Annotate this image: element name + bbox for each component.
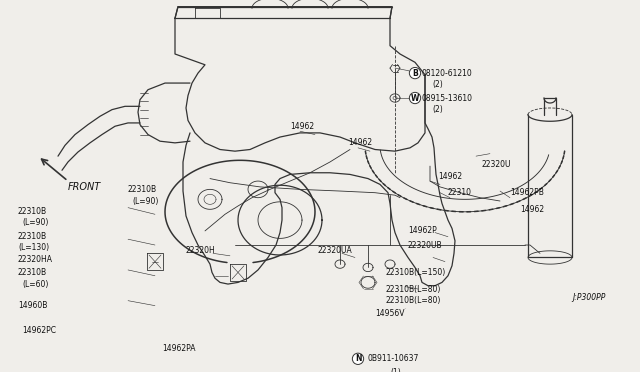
Text: 22310B: 22310B [18, 232, 47, 241]
Text: 22310B(L=150): 22310B(L=150) [385, 268, 445, 277]
Text: (L=130): (L=130) [18, 243, 49, 252]
Text: (2): (2) [432, 105, 443, 114]
Text: 14962: 14962 [348, 138, 372, 147]
Text: (2): (2) [432, 80, 443, 89]
Text: W: W [411, 93, 419, 103]
Text: 22320HA: 22320HA [18, 255, 53, 264]
Text: 14956V: 14956V [375, 310, 404, 318]
Text: 22310B: 22310B [127, 185, 156, 194]
Text: N: N [355, 354, 361, 363]
Text: 0B911-10637: 0B911-10637 [368, 354, 419, 363]
Text: (L=90): (L=90) [22, 218, 49, 227]
Text: 22310B(L=80): 22310B(L=80) [385, 285, 440, 294]
Text: 14962PC: 14962PC [22, 326, 56, 335]
Text: 22310: 22310 [448, 188, 472, 197]
Text: (1): (1) [390, 368, 401, 372]
Text: 22320H: 22320H [185, 246, 215, 255]
Text: 14962PB: 14962PB [510, 188, 544, 197]
Text: 14962P: 14962P [408, 227, 436, 235]
Text: 22310B: 22310B [18, 268, 47, 277]
Text: 14962: 14962 [290, 122, 314, 131]
Text: 22310B(L=80): 22310B(L=80) [385, 296, 440, 305]
Text: 22320UA: 22320UA [318, 246, 353, 255]
Text: 22320UB: 22320UB [408, 241, 443, 250]
Text: 22310B: 22310B [18, 207, 47, 216]
Text: (L=60): (L=60) [22, 280, 49, 289]
Text: 22320U: 22320U [482, 160, 511, 169]
Text: FRONT: FRONT [68, 182, 101, 192]
Text: 14960B: 14960B [18, 301, 47, 310]
Text: 14962: 14962 [438, 171, 462, 180]
Text: B: B [412, 68, 418, 78]
Text: 08120-61210: 08120-61210 [422, 68, 473, 78]
Text: 14962PA: 14962PA [162, 344, 195, 353]
Text: 08915-13610: 08915-13610 [422, 93, 473, 103]
Text: J:P300PP: J:P300PP [572, 293, 605, 302]
Text: (L=90): (L=90) [132, 196, 158, 205]
Text: 14962: 14962 [520, 205, 544, 214]
